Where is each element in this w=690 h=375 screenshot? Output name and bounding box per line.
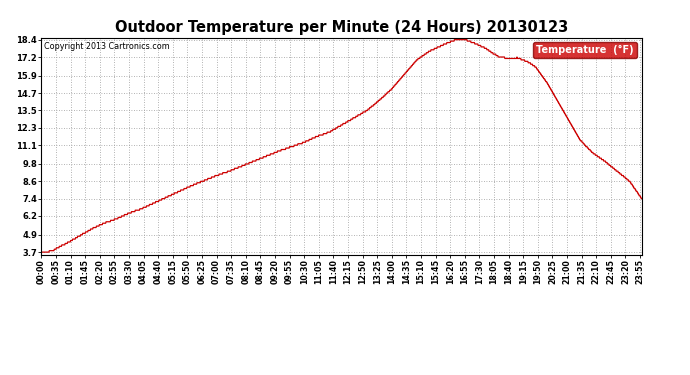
- Temperature  (°F): [170, 190, 179, 195]
- Legend: Temperature  (°F): Temperature (°F): [533, 42, 637, 58]
- Text: Copyright 2013 Cartronics.com: Copyright 2013 Cartronics.com: [44, 42, 170, 51]
- Temperature  (°F): [513, 56, 522, 61]
- Temperature  (°F): [238, 163, 246, 168]
- Line: Temperature  (°F): Temperature (°F): [41, 40, 642, 252]
- Temperature  (°F): [156, 198, 164, 202]
- Temperature  (°F): [435, 45, 443, 49]
- Temperature  (°F): [37, 250, 46, 254]
- Title: Outdoor Temperature per Minute (24 Hours) 20130123: Outdoor Temperature per Minute (24 Hours…: [115, 20, 568, 35]
- Temperature  (°F): [566, 121, 575, 126]
- Temperature  (°F): [638, 196, 646, 201]
- Temperature  (°F): [451, 38, 459, 42]
